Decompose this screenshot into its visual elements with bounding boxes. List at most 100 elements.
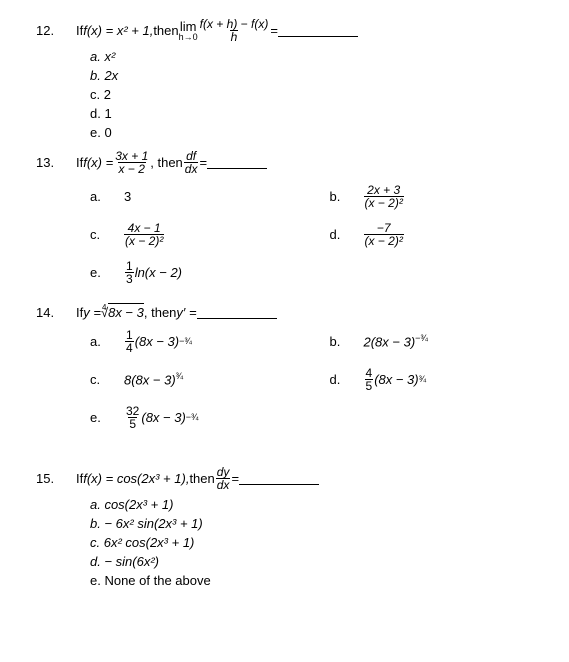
q12-blank — [278, 24, 358, 37]
q13-dfdx: df dx — [184, 150, 199, 175]
q13-col-right: b. 2x + 3 (x − 2)² d. −7 (x − 2)² — [330, 181, 569, 295]
b14-exp: −¾ — [415, 333, 428, 343]
q12-eq: = — [270, 23, 278, 38]
q14-yeq: y = — [83, 305, 101, 320]
q15-if: If — [76, 471, 83, 486]
q12-lim: lim h→0 — [179, 20, 198, 42]
q13-fxeq: f(x) = — [83, 155, 113, 170]
q12-then: then — [153, 23, 178, 38]
q12-opt-b: b. 2x — [90, 68, 569, 83]
q13-stem: 13. If f(x) = 3x + 1 x − 2 , then df dx … — [36, 150, 569, 175]
e-frac: 1 3 — [125, 260, 134, 285]
q14-opt-d: d. 4 5 (8x − 3)¾ — [330, 364, 569, 394]
dy-d: dx — [216, 478, 231, 491]
c-d: (x − 2)² — [124, 234, 164, 247]
e14-exp: −¾ — [186, 412, 199, 422]
q14-opt-e: e. 32 5 (8x − 3)−¾ — [90, 402, 330, 432]
q13-opt-c: c. 4x − 1 (x − 2)² — [90, 219, 330, 249]
d14-body: (8x − 3) — [374, 372, 418, 387]
e14-val: 32 5 (8x − 3)−¾ — [124, 405, 199, 430]
q15-opt-c: c. 6x² cos(2x³ + 1) — [90, 535, 569, 550]
opt-e-letter: e. — [90, 265, 112, 280]
d-d: (x − 2)² — [364, 234, 404, 247]
q14-radical: 4 √8x − 3 — [101, 305, 144, 320]
d14-exp: ¾ — [419, 374, 427, 384]
q14-opt-c: c. 8(8x − 3)¾ — [90, 364, 330, 394]
lim-text: lim — [180, 20, 197, 33]
c14-body: 8(8x − 3) — [124, 372, 176, 387]
q15-opt-a: a. cos(2x³ + 1) — [90, 497, 569, 512]
e-d: 3 — [125, 272, 134, 285]
q13-eq: = — [199, 155, 207, 170]
q12-number: 12. — [36, 23, 76, 38]
rad-arg: 8x − 3 — [108, 303, 144, 320]
q13-frac: 3x + 1 x − 2 — [114, 150, 149, 175]
q12-if: If — [76, 23, 83, 38]
q14-number: 14. — [36, 305, 76, 320]
q14-blank — [197, 306, 277, 319]
a14-val: 1 4 (8x − 3)−¾ — [124, 329, 192, 354]
q15-opt-b: b. − 6x² sin(2x³ + 1) — [90, 516, 569, 531]
c14-val: 8(8x − 3)¾ — [124, 371, 183, 387]
q12-frac-n: f(x + h) − f(x) — [199, 18, 270, 30]
question-14: 14. If y = 4 √8x − 3 , then y′ = a. 1 4 … — [36, 305, 569, 440]
q12-frac: f(x + h) − f(x) h — [199, 18, 270, 43]
d14-n: 4 — [365, 367, 374, 379]
question-15: 15. If f(x) = cos(2x³ + 1), then dy dx =… — [36, 466, 569, 588]
a14-exp: −¾ — [179, 336, 192, 346]
q12-opt-c: c. 2 — [90, 87, 569, 102]
a14-body: (8x − 3) — [135, 334, 179, 349]
e14-frac: 32 5 — [125, 405, 140, 430]
b14-body: 2(8x − 3) — [364, 334, 416, 349]
q13-frac-d: x − 2 — [118, 162, 146, 175]
q13-then: , then — [150, 155, 183, 170]
a14-letter: a. — [90, 334, 112, 349]
d14-letter: d. — [330, 372, 352, 387]
opt-a-val: 3 — [124, 189, 131, 204]
q13-if: If — [76, 155, 83, 170]
question-12: 12. If f(x) = x² + 1, then lim h→0 f(x +… — [36, 18, 569, 140]
q13-options: a. 3 c. 4x − 1 (x − 2)² e. 1 3 ln(x − 2) — [90, 181, 569, 295]
q15-options: a. cos(2x³ + 1) b. − 6x² sin(2x³ + 1) c.… — [90, 497, 569, 588]
q13-opt-b: b. 2x + 3 (x − 2)² — [330, 181, 569, 211]
q12-fx: f(x) = x² + 1, — [83, 23, 153, 38]
q13-opt-e: e. 1 3 ln(x − 2) — [90, 257, 330, 287]
q15-blank — [239, 472, 319, 485]
a14-n: 1 — [125, 329, 134, 341]
e-rest: ln(x − 2) — [135, 265, 182, 280]
dy-n: dy — [216, 466, 231, 478]
q14-opt-b: b. 2(8x − 3)−¾ — [330, 326, 569, 356]
b-d: (x − 2)² — [364, 196, 404, 209]
q13-blank — [207, 156, 267, 169]
e14-letter: e. — [90, 410, 112, 425]
opt-d-letter: d. — [330, 227, 352, 242]
b14-val: 2(8x − 3)−¾ — [364, 333, 428, 349]
q12-opt-e: e. 0 — [90, 125, 569, 140]
c14-exp: ¾ — [176, 371, 184, 381]
e14-d: 5 — [128, 417, 137, 430]
q12-frac-d: h — [230, 30, 239, 43]
c14-letter: c. — [90, 372, 112, 387]
opt-b-frac: 2x + 3 (x − 2)² — [364, 184, 404, 209]
lim-sub: h→0 — [179, 33, 198, 42]
q13-number: 13. — [36, 155, 76, 170]
q12-stem: 12. If f(x) = x² + 1, then lim h→0 f(x +… — [36, 18, 569, 43]
q12-options: a. x² b. 2x c. 2 d. 1 e. 0 — [90, 49, 569, 140]
a14-frac: 1 4 — [125, 329, 134, 354]
q15-dydx: dy dx — [216, 466, 231, 491]
e14-n: 32 — [125, 405, 140, 417]
q14-col-right: b. 2(8x − 3)−¾ d. 4 5 (8x − 3)¾ — [330, 326, 569, 440]
b14-letter: b. — [330, 334, 352, 349]
q15-number: 15. — [36, 471, 76, 486]
d14-d: 5 — [365, 379, 374, 392]
q15-then: then — [189, 471, 214, 486]
e14-body: (8x − 3) — [141, 410, 185, 425]
df-n: df — [185, 150, 197, 162]
df-d: dx — [184, 162, 199, 175]
root-idx: 4 — [102, 303, 106, 312]
q14-stem: 14. If y = 4 √8x − 3 , then y′ = — [36, 305, 569, 320]
opt-b-letter: b. — [330, 189, 352, 204]
q14-then: , then — [144, 305, 177, 320]
q15-stem: 15. If f(x) = cos(2x³ + 1), then dy dx = — [36, 466, 569, 491]
q15-opt-d: d. − sin(6x²) — [90, 554, 569, 569]
